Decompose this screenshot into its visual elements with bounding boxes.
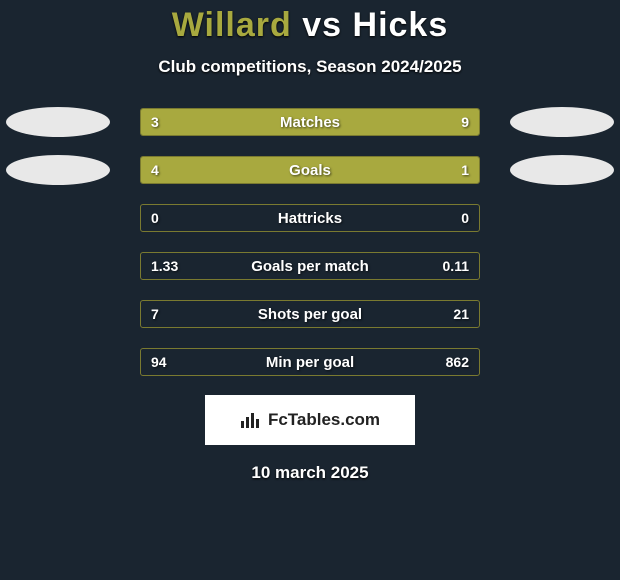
stat-row: 94 862Min per goal [0,347,620,377]
bar-fill-left [141,157,405,183]
stats-grid: 39Matches 41Goals 0 0Hattricks 1.33 0.11Goals… [0,107,620,377]
stat-bar: 39Matches [140,108,480,136]
stat-label: Shots per goal [141,301,479,327]
bar-fill-right [219,109,479,135]
title-player1: Willard [172,6,292,44]
team-logo-right [510,155,614,185]
stat-value-left: 0 [141,205,169,231]
team-logo-left [6,107,110,137]
stat-value-right: 0 [451,205,479,231]
stat-bar: 7 21Shots per goal [140,300,480,328]
stat-bar: 1.33 0.11Goals per match [140,252,480,280]
stat-bar: 41Goals [140,156,480,184]
stat-row: 41Goals [0,155,620,185]
title-vs: vs [302,6,342,44]
page-title: Willard vs Hicks [0,0,620,45]
bar-fill-right [405,157,479,183]
title-player2: Hicks [353,6,449,44]
date-label: 10 march 2025 [0,463,620,483]
source-badge: FcTables.com [205,395,415,445]
stat-bar: 94 862Min per goal [140,348,480,376]
badge-text: FcTables.com [268,410,380,430]
stat-value-right: 0.11 [433,253,479,279]
stat-value-left: 94 [141,349,177,375]
stat-row: 39Matches [0,107,620,137]
stat-value-left: 7 [141,301,169,327]
footer: FcTables.com [0,395,620,445]
stat-value-left: 1.33 [141,253,188,279]
subtitle: Club competitions, Season 2024/2025 [0,57,620,77]
stat-bar: 0 0Hattricks [140,204,480,232]
team-logo-left [6,155,110,185]
stat-row: 7 21Shots per goal [0,299,620,329]
bar-fill-left [141,109,219,135]
stat-label: Hattricks [141,205,479,231]
stat-row: 1.33 0.11Goals per match [0,251,620,281]
bars-icon [240,411,262,429]
stat-row: 0 0Hattricks [0,203,620,233]
stat-value-right: 21 [443,301,479,327]
stat-label: Min per goal [141,349,479,375]
stat-label: Goals per match [141,253,479,279]
stat-value-right: 862 [436,349,479,375]
team-logo-right [510,107,614,137]
